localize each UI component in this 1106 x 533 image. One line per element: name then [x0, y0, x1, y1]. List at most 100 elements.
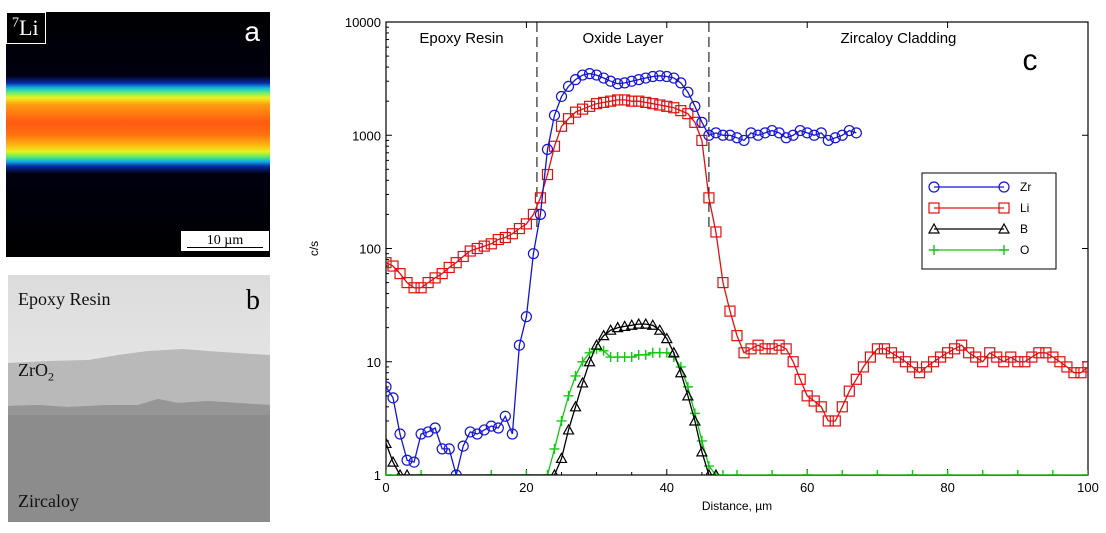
- data-point-b: [667, 346, 680, 358]
- data-point-li: [612, 94, 624, 106]
- data-point-o: [640, 349, 651, 360]
- data-point-b: [705, 468, 713, 475]
- data-point-o: [451, 470, 462, 475]
- series-line-o: [386, 348, 1088, 475]
- data-point-li: [759, 343, 771, 355]
- region-label: Oxide Layer: [582, 30, 663, 47]
- data-point-li: [576, 103, 589, 115]
- data-point-zr: [408, 456, 420, 468]
- data-point-li: [843, 385, 855, 397]
- legend-marker: [929, 245, 939, 255]
- data-point-o: [549, 443, 560, 454]
- data-point-b: [555, 452, 568, 464]
- data-point-b: [597, 329, 610, 341]
- data-point-o: [661, 347, 672, 358]
- legend-label: O: [1020, 243, 1029, 257]
- x-tick-label: 0: [382, 480, 389, 495]
- data-point-li: [815, 401, 827, 413]
- data-point-zr: [647, 70, 659, 83]
- data-point-li: [1075, 367, 1087, 379]
- data-point-li: [1026, 351, 1038, 363]
- isotope-label: 7Li: [6, 12, 46, 44]
- data-point-zr: [815, 127, 827, 139]
- data-point-b: [551, 468, 558, 475]
- data-point-zr: [661, 70, 673, 83]
- x-tick-label: 20: [519, 480, 533, 495]
- data-point-li: [436, 268, 448, 280]
- data-point-li: [485, 238, 497, 250]
- region-label: Epoxy Resin: [419, 30, 503, 47]
- cross-section-panel: b Epoxy Resin ZrO2 Zircaloy: [8, 275, 270, 522]
- data-point-b: [562, 423, 575, 435]
- data-point-b: [646, 319, 659, 330]
- data-point-li: [773, 339, 785, 351]
- data-point-o: [696, 435, 707, 446]
- data-point-zr: [499, 410, 511, 422]
- data-point-b: [396, 468, 404, 475]
- oxide-subscript: 2: [48, 369, 54, 384]
- data-point-li: [394, 268, 406, 280]
- data-point-li: [850, 373, 862, 385]
- data-point-li: [717, 276, 729, 289]
- series-line-zr: [386, 72, 857, 475]
- data-point-zr: [717, 129, 729, 141]
- data-point-li: [731, 330, 743, 342]
- data-point-zr: [766, 124, 778, 137]
- data-point-zr: [436, 443, 448, 455]
- data-point-zr: [710, 127, 722, 139]
- data-point-b: [712, 468, 720, 475]
- x-tick-label: 100: [1077, 480, 1099, 495]
- legend-label: Li: [1020, 201, 1029, 215]
- data-point-li: [562, 113, 575, 125]
- y-tick-label: 100: [359, 242, 381, 257]
- data-point-li: [1082, 361, 1088, 373]
- data-point-b: [569, 400, 582, 412]
- data-point-o: [710, 470, 721, 475]
- data-point-zr: [541, 143, 554, 155]
- data-point-b: [660, 332, 673, 344]
- data-point-li: [864, 351, 876, 363]
- data-point-li: [752, 339, 764, 351]
- data-point-li: [548, 140, 561, 152]
- data-point-li: [555, 120, 568, 132]
- data-point-li: [598, 96, 610, 109]
- data-point-zr: [534, 208, 547, 221]
- scale-bar-line: [187, 247, 263, 248]
- data-point-li: [1033, 347, 1045, 359]
- data-point-li: [499, 231, 511, 244]
- data-point-b: [681, 389, 694, 401]
- data-point-li: [647, 98, 659, 110]
- data-point-li: [794, 373, 806, 385]
- data-point-li: [471, 242, 483, 255]
- data-point-li: [429, 272, 441, 284]
- data-point-o: [837, 470, 848, 475]
- data-point-zr: [394, 428, 406, 440]
- data-point-li: [808, 395, 820, 407]
- data-point-li: [977, 356, 989, 368]
- depth-profile-chart: 0 20 40 60 80 100 1 10 100 1000 10000 Distance, µm c…: [307, 15, 1099, 513]
- data-point-o: [521, 470, 532, 475]
- data-point-li: [591, 98, 603, 110]
- data-point-li: [703, 192, 715, 204]
- data-point-li: [386, 257, 392, 269]
- data-point-o: [767, 470, 778, 475]
- data-point-zr: [675, 77, 687, 89]
- data-point-o: [717, 470, 728, 475]
- data-point-o: [416, 470, 427, 475]
- data-point-o: [598, 345, 609, 356]
- oxide-formula: ZrO: [18, 360, 48, 380]
- data-point-li: [724, 305, 736, 317]
- data-point-o: [1083, 470, 1088, 475]
- data-point-li: [913, 367, 926, 379]
- data-point-zr: [513, 339, 525, 351]
- data-point-o: [977, 470, 988, 475]
- data-point-zr: [478, 424, 490, 436]
- layer-label-oxide: ZrO2: [18, 360, 54, 385]
- data-point-b: [653, 323, 666, 335]
- y-tick-label: 10: [367, 355, 381, 370]
- data-point-li: [682, 108, 694, 120]
- data-point-li: [605, 95, 617, 107]
- legend-marker: [997, 222, 1011, 234]
- isotope-symbol: Li: [19, 15, 39, 40]
- data-point-zr: [555, 90, 568, 103]
